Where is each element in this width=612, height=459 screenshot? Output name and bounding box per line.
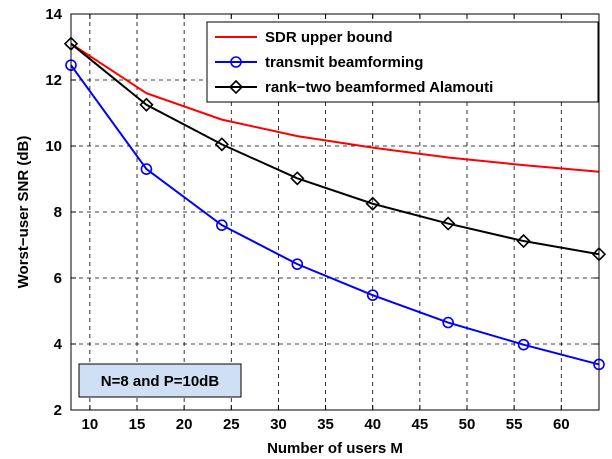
legend-label: transmit beamforming	[265, 54, 423, 71]
x-tick-label: 45	[412, 416, 429, 433]
data-point	[441, 216, 456, 231]
annotation-background	[78, 363, 242, 398]
data-point	[442, 316, 454, 329]
data-point	[140, 163, 153, 175]
legend-box	[206, 21, 599, 103]
annotation-text: N=8 and P=10dB	[101, 373, 220, 390]
x-tick-label: 60	[553, 416, 570, 433]
y-tick-label: 12	[45, 72, 62, 89]
axis-ticks: 10 15 20 25 30 35 40 45 50 55 60 2 4 6 8 10 12 14	[45, 6, 599, 433]
data-point	[366, 289, 379, 301]
legend-marker	[230, 56, 242, 68]
x-tick-label: 20	[176, 416, 193, 433]
legend-entry: SDR upper bound	[215, 29, 393, 46]
annotation-box: N=8 and P=10dB	[78, 363, 242, 398]
y-tick-label: 6	[54, 270, 62, 287]
legend-label: rank−two beamformed Alamouti	[265, 79, 493, 96]
y-tick-label: 10	[45, 138, 62, 155]
y-tick-label: 2	[54, 402, 62, 419]
data-point	[291, 258, 304, 270]
data-point	[216, 219, 228, 231]
y-axis-label: Worst−user SNR (dB)	[15, 136, 32, 289]
series-0	[70, 42, 600, 173]
series-line	[70, 42, 600, 173]
series-layer	[63, 36, 607, 371]
data-point	[365, 196, 380, 211]
data-point	[214, 137, 229, 152]
data-point	[290, 171, 305, 186]
x-axis-label: Number of users M	[267, 440, 403, 457]
data-point	[139, 97, 154, 112]
x-tick-label: 40	[364, 416, 381, 433]
x-tick-label: 35	[317, 416, 334, 433]
data-point	[516, 233, 531, 249]
y-tick-label: 8	[54, 204, 62, 221]
series-line	[70, 42, 600, 256]
legend-marker	[228, 79, 244, 95]
y-tick-label: 14	[45, 6, 62, 23]
legend: SDR upper bound transmit beamforming rank−…	[206, 21, 599, 103]
legend-label: SDR upper bound	[265, 29, 393, 46]
series-line	[70, 64, 600, 366]
x-tick-label: 15	[129, 416, 146, 433]
y-tick-label: 4	[54, 336, 63, 353]
x-tick-label: 10	[82, 416, 99, 433]
data-point	[517, 338, 530, 351]
x-tick-label: 25	[223, 416, 240, 433]
legend-entry: rank−two beamformed Alamouti	[215, 79, 493, 96]
legend-entry: transmit beamforming	[215, 54, 423, 71]
x-tick-label: 55	[506, 416, 523, 433]
x-tick-label: 30	[270, 416, 287, 433]
x-tick-label: 50	[459, 416, 476, 433]
